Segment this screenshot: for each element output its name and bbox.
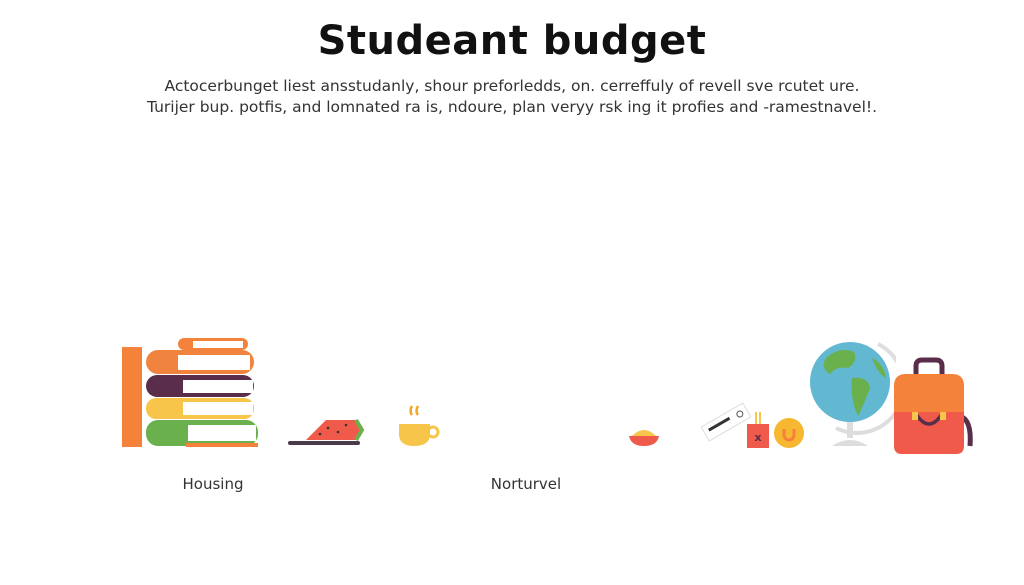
ticket-icon: [700, 402, 752, 442]
description-line-1: Actocerbunget liest ansstudanly, shour p…: [164, 77, 860, 95]
category-label-housing: Housing: [182, 475, 244, 493]
backpack-icon: [894, 357, 973, 454]
description-line-2: Turijer bup. potfis, and lomnated ra is,…: [146, 98, 878, 116]
coin-icon: [774, 418, 804, 448]
watermelon-icon: [288, 418, 365, 445]
svg-text:x: x: [754, 431, 761, 444]
page-title: Studeant budget: [317, 18, 707, 64]
food-bowl-icon: [629, 430, 659, 446]
category-label-norturvel: Norturvel: [490, 475, 562, 493]
globe-icon: [810, 342, 896, 446]
books-icon: [122, 338, 258, 447]
coffee-cup-icon: [399, 405, 440, 446]
drink-box-icon: x: [747, 412, 769, 448]
